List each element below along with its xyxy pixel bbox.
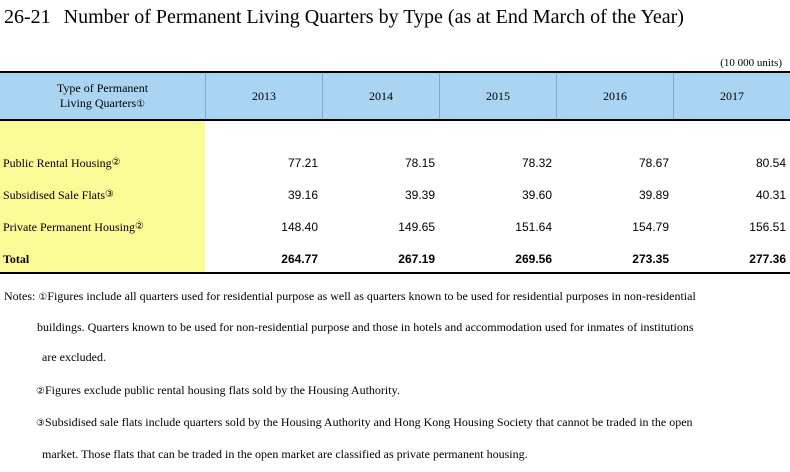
note-marker: ① — [136, 98, 146, 110]
table-row-public-rental: 77.21 78.15 78.32 78.67 80.54 — [205, 147, 790, 179]
row-label-text: Public Rental Housing — [3, 156, 112, 170]
note-marker: ③ — [105, 189, 114, 200]
row-label-text: Subsidised Sale Flats — [3, 188, 106, 202]
note-1-line-3: are excluded. — [42, 350, 106, 364]
value-cell: 78.15 — [404, 156, 435, 170]
table-row-total: 264.77 267.19 269.56 273.35 277.36 — [205, 243, 790, 275]
value-cell: 39.60 — [521, 188, 552, 202]
table-row-private-permanent: 148.40 149.65 151.64 154.79 156.51 — [205, 211, 790, 243]
value-cell: 39.39 — [404, 188, 435, 202]
value-cell: 267.19 — [398, 252, 435, 266]
note-3-line-2: market. Those flats that can be traded i… — [42, 447, 528, 461]
value-cell: 148.40 — [281, 220, 318, 234]
note-marker: ② — [111, 157, 121, 168]
table-row-subsidised-sale: 39.16 39.39 39.60 39.89 40.31 — [205, 179, 790, 211]
row-label-text: Private Permanent Housing — [3, 220, 135, 234]
header-year-2013: 2013 — [205, 73, 322, 119]
note-1-line-2: buildings. Quarters known to be used for… — [37, 320, 694, 334]
value-cell: 149.65 — [398, 220, 435, 234]
value-cell: 40.31 — [755, 188, 786, 202]
value-cell: 39.89 — [638, 188, 669, 202]
table-number: 26-21 — [4, 6, 51, 28]
row-label-text: Total — [3, 252, 30, 266]
units-label: (10 000 units) — [720, 57, 782, 69]
note-2-line-1: ②Figures exclude public rental housing f… — [36, 383, 400, 398]
header-year-2014: 2014 — [322, 73, 439, 119]
table-header-row: Type of Permanent Living Quarters① 2013 … — [0, 71, 790, 121]
values-area: 77.21 78.15 78.32 78.67 80.54 39.16 39.3… — [205, 121, 790, 272]
row-label-total: Total — [0, 243, 205, 275]
note-3-line-1: ③Subsidised sale flats include quarters … — [36, 415, 693, 430]
row-labels-column: Public Rental Housing ② Subsidised Sale F… — [0, 121, 205, 272]
value-cell: 269.56 — [515, 252, 552, 266]
page-title: 26-21 Number of Permanent Living Quarter… — [4, 6, 684, 29]
note-1-line-1: Notes: ①Figures include all quarters use… — [4, 289, 696, 304]
row-label-subsidised-sale: Subsidised Sale Flats ③ — [0, 179, 205, 211]
header-type-line1: Type of Permanent — [56, 80, 149, 95]
notes-prefix: Notes: — [4, 289, 36, 303]
header-year-2017: 2017 — [673, 73, 790, 119]
note-text: Figures include all quarters used for re… — [47, 289, 696, 303]
value-cell: 151.64 — [515, 220, 552, 234]
note-marker: ② — [36, 386, 45, 397]
living-quarters-table: Type of Permanent Living Quarters① 2013 … — [0, 71, 790, 274]
header-year-2015: 2015 — [439, 73, 556, 119]
header-year-2016: 2016 — [556, 73, 673, 119]
value-cell: 78.32 — [521, 156, 552, 170]
note-marker: ② — [134, 221, 144, 232]
value-cell: 273.35 — [632, 252, 669, 266]
value-cell: 39.16 — [287, 188, 318, 202]
value-cell: 78.67 — [638, 156, 669, 170]
row-label-public-rental: Public Rental Housing ② — [0, 147, 205, 179]
table-body: Public Rental Housing ② Subsidised Sale F… — [0, 121, 790, 274]
row-label-private-permanent: Private Permanent Housing ② — [0, 211, 205, 243]
value-cell: 80.54 — [755, 156, 786, 170]
header-type-line2: Living Quarters — [59, 95, 137, 110]
value-cell: 77.21 — [287, 156, 318, 170]
table-title-text: Number of Permanent Living Quarters by T… — [63, 6, 684, 28]
header-type-cell: Type of Permanent Living Quarters① — [0, 73, 205, 119]
value-cell: 156.51 — [749, 220, 786, 234]
value-cell: 277.36 — [749, 252, 786, 266]
value-cell: 264.77 — [281, 252, 318, 266]
note-marker: ① — [38, 292, 48, 303]
note-text: Subsidised sale flats include quarters s… — [44, 415, 693, 429]
note-marker: ③ — [36, 418, 45, 429]
note-text: Figures exclude public rental housing fl… — [44, 383, 400, 397]
value-cell: 154.79 — [632, 220, 669, 234]
